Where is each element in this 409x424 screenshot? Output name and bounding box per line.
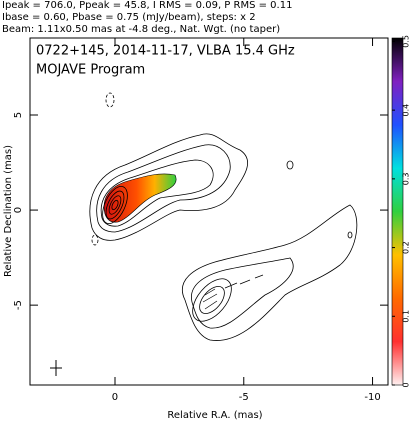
header-line: Beam: 1.11x0.50 mas at -4.8 deg., Nat. W…	[2, 24, 280, 35]
y-tick-label: 0	[13, 207, 24, 213]
colorbar-tick-label: 0.2	[402, 241, 409, 254]
colorbar-tick-label: 0.1	[402, 310, 409, 323]
plot-frame	[29, 37, 389, 386]
header-line: Ibase = 0.60, Pbase = 0.75 (mJy/beam), s…	[2, 12, 256, 23]
colorbar-tick-label: 0.4	[402, 104, 409, 117]
x-tick-label: -10	[364, 392, 380, 403]
colorbar-tick-label: 0.3	[402, 172, 409, 185]
plot-title: 0722+145, 2014-11-17, VLBA 15.4 GHz	[36, 44, 295, 59]
header-line: Ipeak = 706.0, Ppeak = 45.8, I RMS = 0.0…	[2, 0, 292, 11]
y-tick-label: 5	[13, 112, 24, 118]
colorbar-tick-label: 0	[402, 382, 409, 387]
x-tick-label: -5	[239, 392, 249, 403]
y-tick-label: -5	[13, 300, 24, 310]
x-tick-label: 0	[112, 392, 118, 403]
y-axis-label: Relative Declination (mas)	[3, 145, 14, 277]
colorbar	[391, 37, 404, 386]
contours	[50, 92, 358, 376]
x-axis-label: Relative R.A. (mas)	[167, 410, 262, 421]
colorbar-tick-label: 0.5	[402, 35, 409, 48]
plot-subtitle: MOJAVE Program	[36, 63, 145, 78]
